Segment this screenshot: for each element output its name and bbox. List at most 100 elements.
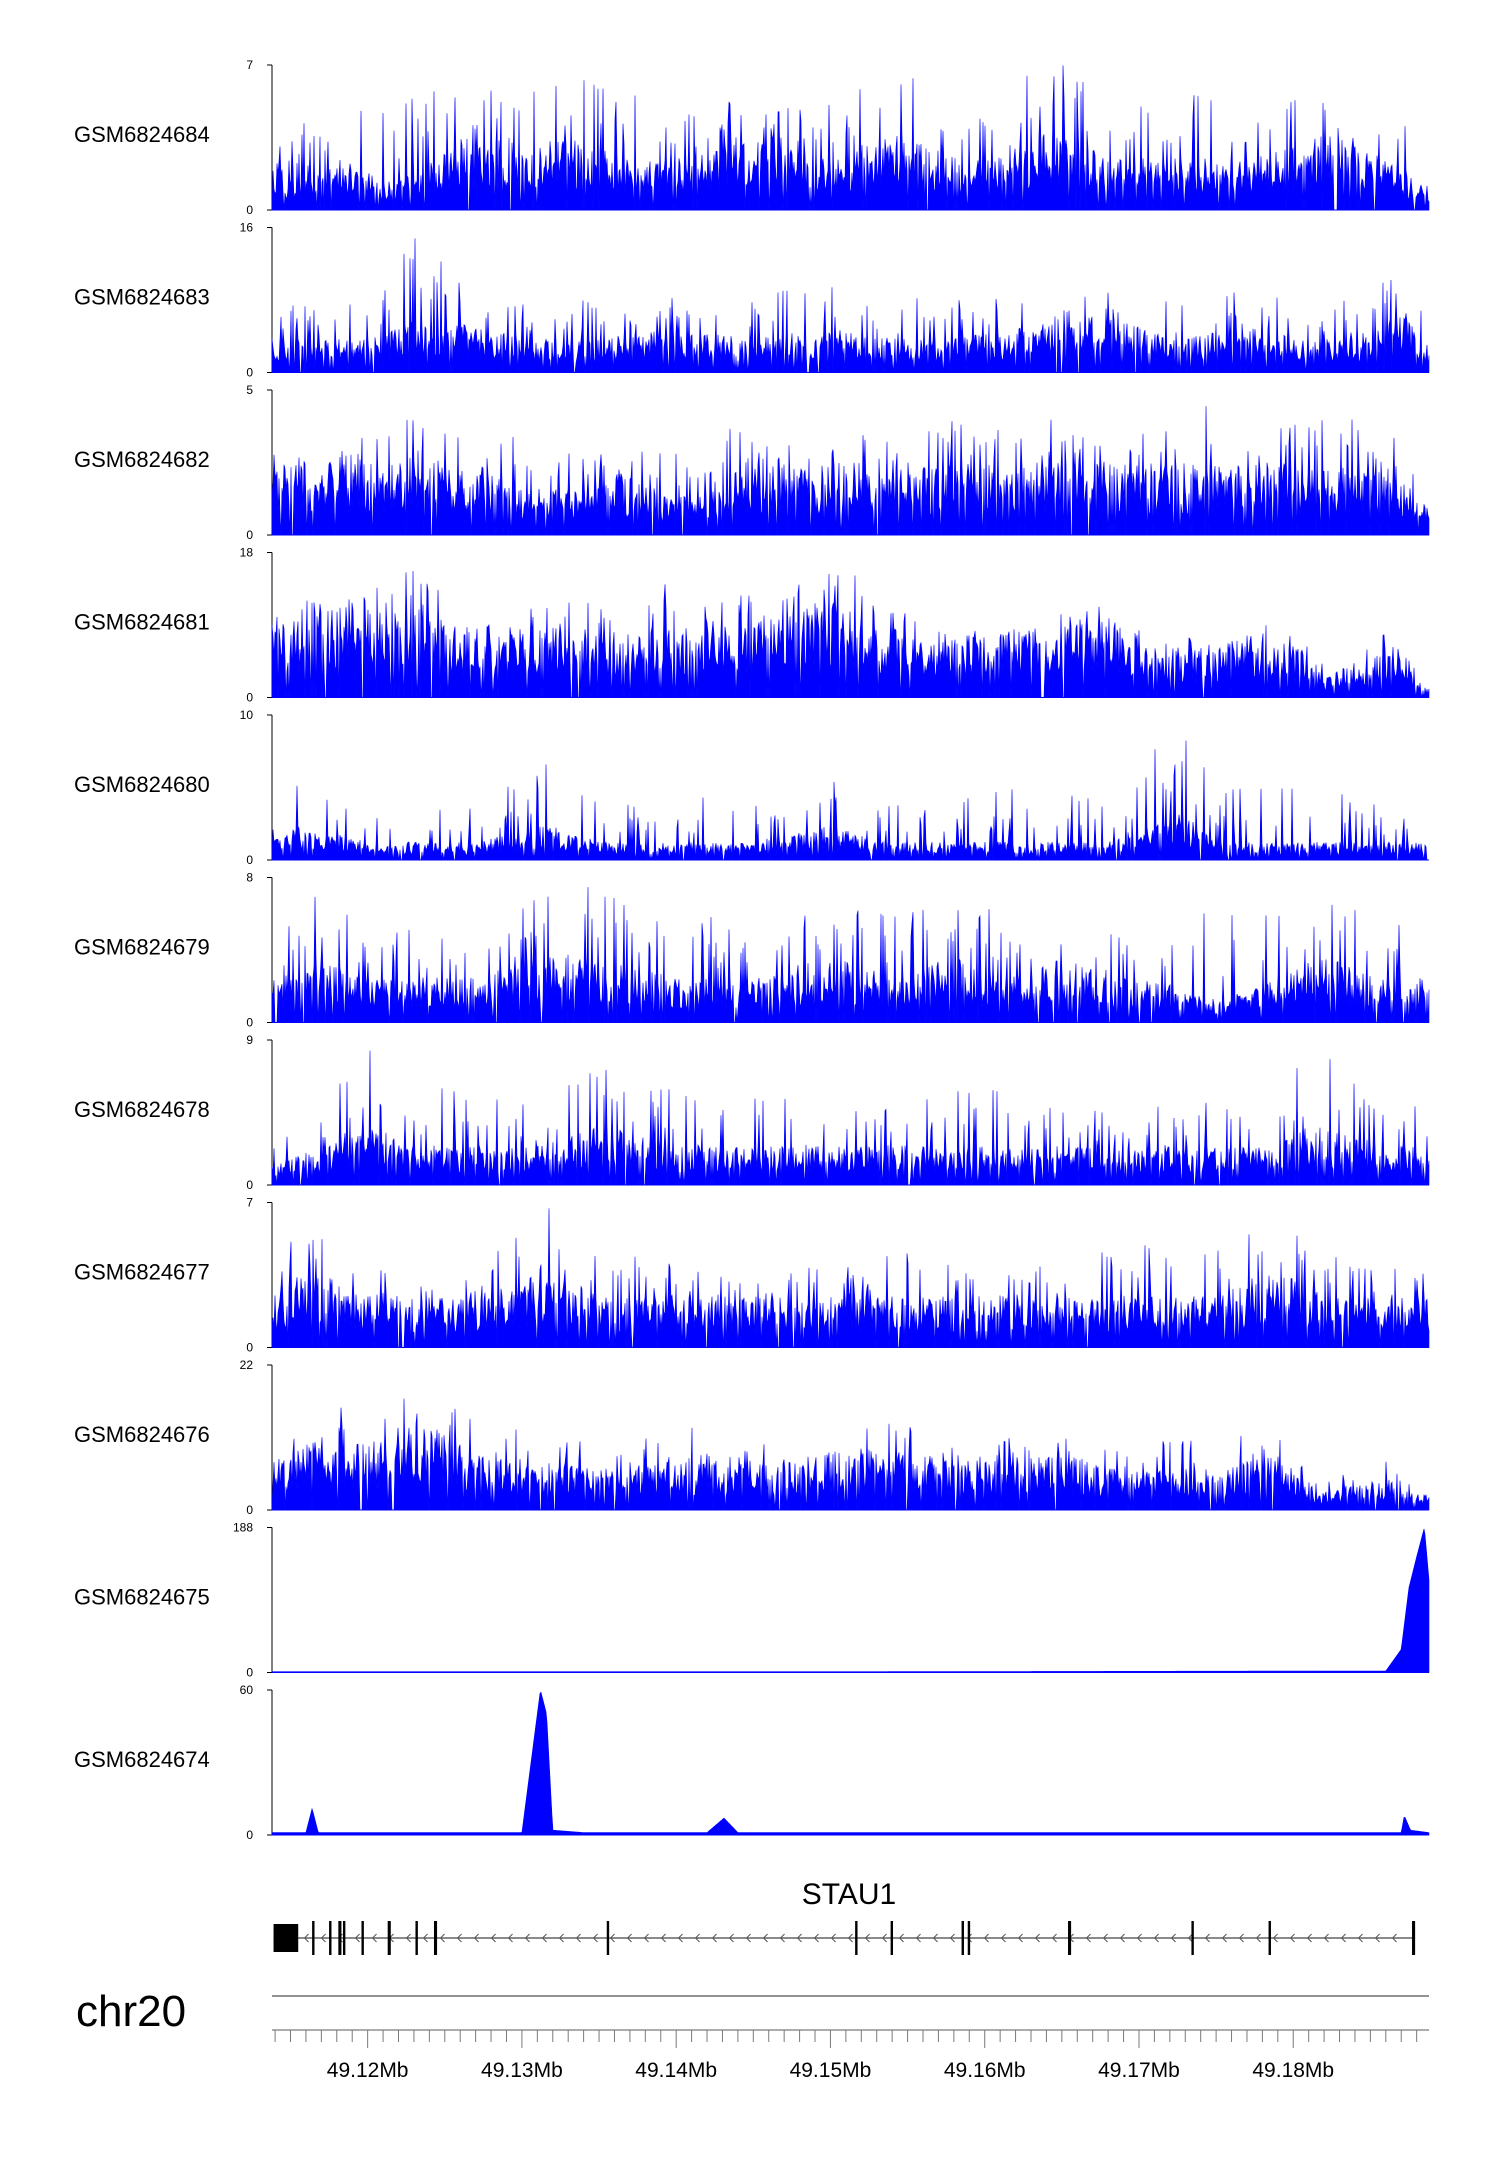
y-min-label: 0	[246, 1016, 253, 1030]
strand-arrow	[1357, 1933, 1363, 1943]
strand-arrow	[439, 1933, 445, 1943]
track-GSM6824684: GSM6824684 7 0	[74, 58, 1430, 217]
track-label: GSM6824677	[74, 1260, 210, 1285]
strand-arrow	[881, 1933, 887, 1943]
signal-area	[271, 65, 1430, 211]
exon	[312, 1921, 315, 1955]
signal-area	[271, 1691, 1430, 1836]
strand-arrow	[1255, 1933, 1261, 1943]
axis-tick-label: 49.16Mb	[944, 2059, 1026, 2082]
strand-arrow	[711, 1933, 717, 1943]
gene-annotation-track: STAU1	[273, 1878, 1416, 1955]
strand-arrow	[524, 1933, 530, 1943]
y-max-label: 9	[246, 1033, 253, 1047]
exon	[273, 1924, 299, 1952]
exon	[1268, 1921, 1271, 1955]
exon	[361, 1921, 364, 1955]
strand-arrow	[1272, 1933, 1278, 1943]
exon	[961, 1921, 964, 1955]
y-min-label: 0	[246, 366, 253, 380]
strand-arrow	[592, 1933, 598, 1943]
strand-arrow	[320, 1933, 326, 1943]
strand-arrow	[473, 1933, 479, 1943]
strand-arrow	[745, 1933, 751, 1943]
strand-arrow	[1289, 1933, 1295, 1943]
strand-arrow	[813, 1933, 819, 1943]
signal-area	[271, 740, 1429, 861]
y-max-label: 10	[240, 708, 254, 722]
exon	[415, 1921, 418, 1955]
strand-arrow	[1374, 1933, 1380, 1943]
signal-area	[271, 1208, 1430, 1348]
exon	[1191, 1921, 1194, 1955]
strand-arrow	[1051, 1933, 1057, 1943]
y-min-label: 0	[246, 691, 253, 705]
track-label: GSM6824674	[74, 1747, 210, 1772]
gene-name-label: STAU1	[802, 1878, 896, 1911]
y-max-label: 5	[246, 383, 253, 397]
y-min-label: 0	[246, 203, 253, 217]
data-tracks: GSM682468470GSM6824683160GSM682468250GSM…	[74, 58, 1430, 1842]
strand-arrow	[422, 1933, 428, 1943]
strand-arrow	[830, 1933, 836, 1943]
chromosome-label: chr20	[76, 1987, 186, 2036]
y-max-label: 22	[240, 1358, 254, 1372]
exon	[890, 1921, 894, 1955]
genome-axis: 49.12Mb 49.13Mb 49.14Mb 49.15Mb 49.16Mb 49.17…	[272, 2029, 1429, 2082]
exon	[1068, 1921, 1072, 1955]
track-label: GSM6824680	[74, 772, 210, 797]
strand-arrow	[847, 1933, 853, 1943]
strand-arrow	[796, 1933, 802, 1943]
signal-area	[271, 1528, 1430, 1673]
exon	[433, 1921, 438, 1955]
genome-axis-track: chr20 49.12Mb 49.13Mb 49.14Mb 49.15Mb 49.16M…	[76, 1987, 1429, 2082]
y-max-label: 60	[240, 1683, 254, 1697]
strand-arrow	[1170, 1933, 1176, 1943]
y-max-label: 16	[240, 221, 254, 235]
strand-arrow	[1085, 1933, 1091, 1943]
strand-arrow	[303, 1933, 309, 1943]
exon	[606, 1921, 610, 1955]
exon	[329, 1921, 332, 1955]
strand-arrow	[728, 1933, 734, 1943]
exon	[967, 1921, 971, 1955]
strand-arrow	[1136, 1933, 1142, 1943]
strand-arrow	[626, 1933, 632, 1943]
strand-arrow	[1340, 1933, 1346, 1943]
strand-arrow	[575, 1933, 581, 1943]
y-min-label: 0	[246, 1341, 253, 1355]
track-GSM6824681: GSM6824681 18 0	[74, 546, 1430, 705]
y-max-label: 188	[233, 1521, 253, 1535]
strand-arrow	[643, 1933, 649, 1943]
track-label: GSM6824683	[74, 285, 210, 310]
strand-arrow	[456, 1933, 462, 1943]
strand-arrow	[779, 1933, 785, 1943]
strand-arrow	[558, 1933, 564, 1943]
exon	[1412, 1921, 1416, 1955]
signal-area	[271, 887, 1430, 1023]
strand-arrow	[1204, 1933, 1210, 1943]
strand-arrow	[864, 1933, 870, 1943]
axis-tick-label: 49.12Mb	[327, 2059, 409, 2082]
track-label: GSM6824676	[74, 1422, 210, 1447]
signal-area	[271, 406, 1430, 536]
signal-area	[271, 1398, 1430, 1511]
strand-arrow	[1306, 1933, 1312, 1943]
strand-arrow	[1238, 1933, 1244, 1943]
strand-arrow	[949, 1933, 955, 1943]
strand-arrow	[932, 1933, 938, 1943]
strand-arrow	[1187, 1933, 1193, 1943]
strand-arrow	[371, 1933, 377, 1943]
exon	[387, 1921, 391, 1955]
track-label: GSM6824675	[74, 1585, 210, 1610]
gene-model	[273, 1921, 1416, 1955]
strand-arrow	[983, 1933, 989, 1943]
strand-arrow	[541, 1933, 547, 1943]
track-GSM6824674: GSM6824674 60 0	[74, 1683, 1430, 1842]
strand-arrow	[694, 1933, 700, 1943]
track-label: GSM6824681	[74, 610, 210, 635]
track-label: GSM6824679	[74, 935, 210, 960]
strand-arrow	[405, 1933, 411, 1943]
y-max-label: 18	[240, 546, 254, 560]
